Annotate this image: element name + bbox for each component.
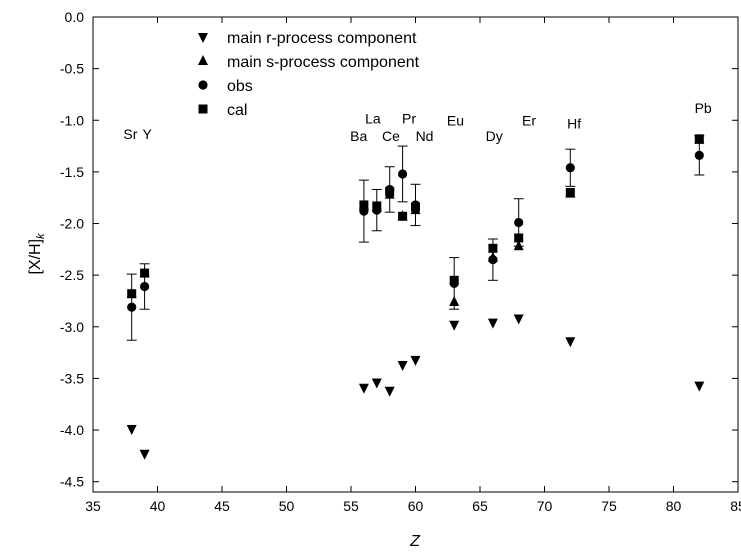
- element-label: Er: [522, 112, 536, 128]
- data-point-triangle-up: [513, 240, 524, 251]
- x-axis-title: Z: [409, 533, 421, 550]
- data-point-square: [565, 188, 575, 198]
- y-axis-title-main: [X/H]: [27, 239, 44, 275]
- data-point-triangle-down: [139, 449, 150, 460]
- data-point-square: [411, 202, 420, 212]
- data-point-square: [514, 233, 524, 243]
- legend-marker: [198, 33, 208, 43]
- legend-label: obs: [227, 78, 253, 95]
- data-point-triangle-down: [126, 425, 137, 436]
- data-point-square: [127, 289, 137, 299]
- data-point-circle: [127, 302, 137, 312]
- y-tick-label: -2.5: [60, 267, 84, 283]
- data-point-circle: [140, 281, 150, 292]
- element-label: Ba: [350, 128, 367, 144]
- legend-marker: [198, 80, 208, 90]
- data-point-triangle-down: [371, 378, 382, 389]
- data-point-triangle-up: [449, 296, 460, 306]
- data-point-square: [385, 187, 395, 197]
- y-tick-label: -0.5: [60, 61, 84, 77]
- x-tick-label: 65: [472, 498, 488, 514]
- y-tick-label: -4.0: [60, 422, 84, 438]
- legend: main r-process component main s-process c…: [198, 30, 420, 119]
- x-tick-label: 35: [85, 498, 101, 514]
- x-tick-label: 40: [150, 498, 166, 514]
- axis-ticks: 35 40 45 50 55 60 65 70 75 80 85 0.0 -0.5 -1.0 -1.5 -2.…: [60, 9, 741, 514]
- x-tick-label: 55: [343, 498, 359, 514]
- element-label: Nd: [416, 128, 434, 144]
- x-tick-label: 85: [730, 498, 741, 514]
- data-point-circle: [694, 150, 704, 160]
- y-axis-title: [X/H]k: [27, 233, 47, 275]
- error-bars: [126, 135, 705, 341]
- element-label: Sr: [123, 126, 137, 142]
- data-point-circle: [398, 169, 408, 179]
- data-point-square: [694, 134, 704, 144]
- x-tick-label: 60: [408, 498, 424, 514]
- data-point-triangle-down: [449, 320, 460, 331]
- element-label: Ce: [382, 128, 400, 144]
- data-point-triangle-down: [513, 314, 524, 325]
- data-point-triangle-down: [358, 383, 369, 394]
- legend-label: main s-process component: [227, 54, 420, 71]
- data-point-circle: [565, 163, 575, 173]
- element-label: Pr: [402, 110, 416, 126]
- element-label: Pb: [695, 100, 712, 116]
- data-point-triangle-down: [384, 386, 395, 397]
- y-axis-title-subscript: k: [35, 233, 47, 239]
- plot-area: [92, 16, 739, 493]
- legend-marker: [198, 104, 208, 114]
- y-tick-label: -2.0: [60, 216, 84, 232]
- element-label: Dy: [486, 128, 503, 144]
- y-tick-label: -4.5: [60, 474, 84, 490]
- element-label: Y: [143, 126, 153, 142]
- legend-label: main r-process component: [227, 30, 417, 47]
- data-point-square: [488, 243, 498, 253]
- data-point-square: [398, 211, 408, 221]
- data-point-square: [372, 201, 382, 211]
- element-label: Eu: [447, 112, 464, 128]
- element-label: La: [365, 110, 381, 126]
- data-point-circle: [514, 217, 524, 228]
- legend-label: cal: [227, 102, 247, 119]
- x-tick-label: 45: [214, 498, 230, 514]
- data-marks: [126, 133, 705, 460]
- data-point-square: [449, 275, 459, 285]
- data-point-square: [359, 200, 369, 210]
- data-point-triangle-down: [694, 381, 705, 392]
- data-point-triangle-down: [410, 355, 421, 366]
- x-tick-label: 75: [601, 498, 617, 514]
- y-tick-label: 0.0: [65, 9, 85, 25]
- y-tick-label: -1.0: [60, 112, 84, 128]
- data-point-triangle-down: [487, 318, 498, 329]
- x-tick-label: 70: [537, 498, 553, 514]
- data-point-square: [140, 268, 150, 278]
- y-tick-label: -3.0: [60, 319, 84, 335]
- data-point-circle: [488, 255, 498, 265]
- data-point-triangle-down: [397, 360, 408, 371]
- y-tick-label: -3.5: [60, 370, 84, 386]
- element-label: Hf: [567, 116, 581, 132]
- x-tick-label: 50: [279, 498, 295, 514]
- x-tick-label: 80: [666, 498, 682, 514]
- y-tick-label: -1.5: [60, 164, 84, 180]
- legend-marker: [198, 55, 208, 65]
- data-point-triangle-down: [565, 337, 576, 348]
